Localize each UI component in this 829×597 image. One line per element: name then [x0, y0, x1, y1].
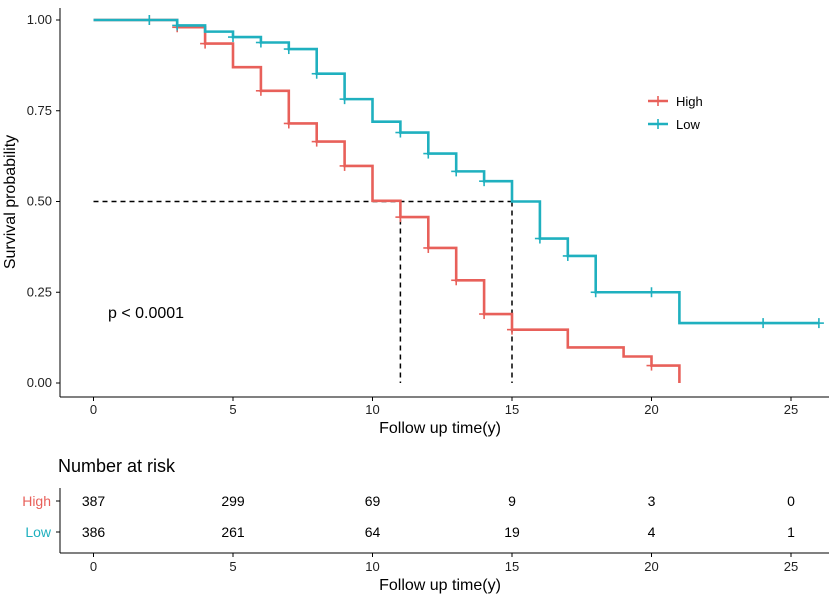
legend: High Low: [648, 94, 703, 132]
risk-x-ticks: 0 5 10 15 20 25: [90, 553, 798, 574]
x-tick-label: 5: [229, 402, 236, 417]
x-tick-label: 10: [365, 402, 379, 417]
risk-cell: 1: [787, 524, 795, 540]
x-tick-label: 20: [644, 402, 658, 417]
risk-cell: 299: [221, 493, 245, 509]
risk-x-tick-label: 20: [644, 559, 658, 574]
x-ticks: 0 5 10 15 20 25: [90, 397, 798, 417]
x-axis-title: Follow up time(y): [379, 420, 501, 437]
risk-x-tick-label: 0: [90, 559, 97, 574]
p-value-annotation: p < 0.0001: [108, 305, 184, 322]
x-tick-label: 25: [784, 402, 798, 417]
risk-row-label-low: Low: [25, 524, 52, 540]
y-ticks: 0.00 0.25 0.50 0.75 1.00: [27, 12, 60, 390]
y-tick-label: 0.75: [27, 103, 52, 118]
risk-cell: 4: [648, 524, 656, 540]
median-reference-lines: [93, 200, 513, 383]
series-line-high: [93, 18, 681, 383]
y-tick-label: 0.50: [27, 194, 52, 209]
legend-label-high: High: [676, 94, 703, 109]
risk-cell: 261: [221, 524, 245, 540]
risk-table-title: Number at risk: [58, 456, 176, 476]
legend-label-low: Low: [676, 117, 700, 132]
risk-cell: 386: [82, 524, 106, 540]
risk-cell: 64: [365, 524, 381, 540]
y-axis-title: Survival probability: [2, 135, 19, 269]
risk-row-label-high: High: [22, 493, 51, 509]
y-tick-label: 1.00: [27, 12, 52, 27]
risk-x-axis-title: Follow up time(y): [379, 577, 501, 594]
risk-cell: 9: [508, 493, 516, 509]
risk-cell: 69: [365, 493, 381, 509]
risk-cell: 3: [648, 493, 656, 509]
risk-x-tick-label: 5: [229, 559, 236, 574]
x-tick-label: 0: [90, 402, 97, 417]
risk-cell: 387: [82, 493, 106, 509]
survival-plot: 0.00 0.25 0.50 0.75 1.00 0 5 10 15 20 25 Survival…: [2, 8, 829, 437]
risk-x-tick-label: 25: [784, 559, 798, 574]
risk-rows: High 387 299 69 9 3 0 Low 386 261 64 19 4 1: [22, 493, 795, 540]
y-tick-label: 0.00: [27, 375, 52, 390]
series-layer: [93, 15, 824, 383]
risk-cell: 0: [787, 493, 795, 509]
risk-x-tick-label: 15: [505, 559, 519, 574]
risk-table: Number at risk High 387 299 69 9 3 0 Low 386 261 6…: [22, 456, 829, 594]
risk-x-tick-label: 10: [365, 559, 379, 574]
risk-cell: 19: [504, 524, 520, 540]
y-tick-label: 0.25: [27, 284, 52, 299]
x-tick-label: 15: [505, 402, 519, 417]
